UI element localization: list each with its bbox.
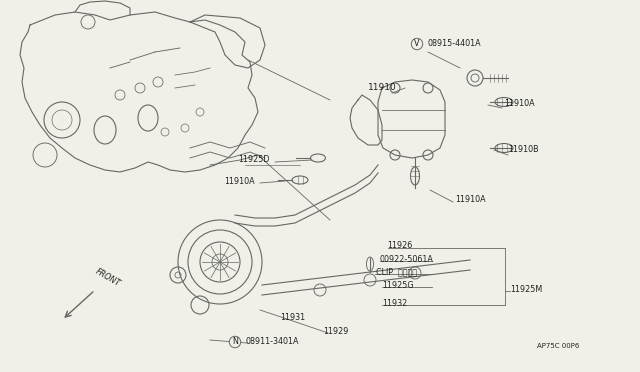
Text: 11925M: 11925M [510, 285, 542, 295]
Text: 11931: 11931 [280, 314, 305, 323]
Text: V: V [414, 39, 420, 48]
Text: CLIP  クリップ: CLIP クリップ [376, 267, 417, 276]
Text: 11925G: 11925G [382, 280, 413, 289]
Text: N: N [232, 337, 238, 346]
Text: 11910A: 11910A [224, 177, 255, 186]
Text: FRONT: FRONT [94, 267, 122, 288]
Text: 11929: 11929 [323, 327, 348, 337]
Text: 11910B: 11910B [508, 145, 539, 154]
Text: AP75C 00P6: AP75C 00P6 [537, 343, 579, 349]
Text: 11925D: 11925D [238, 155, 269, 164]
Text: 08915-4401A: 08915-4401A [427, 39, 481, 48]
Text: 00922-5061A: 00922-5061A [380, 254, 434, 263]
Text: 11910: 11910 [368, 83, 397, 93]
Text: 11926: 11926 [387, 241, 412, 250]
Text: 11932: 11932 [382, 298, 407, 308]
Text: 08911-3401A: 08911-3401A [245, 337, 298, 346]
Text: 11910A: 11910A [455, 196, 486, 205]
Text: 11910A: 11910A [504, 99, 534, 109]
